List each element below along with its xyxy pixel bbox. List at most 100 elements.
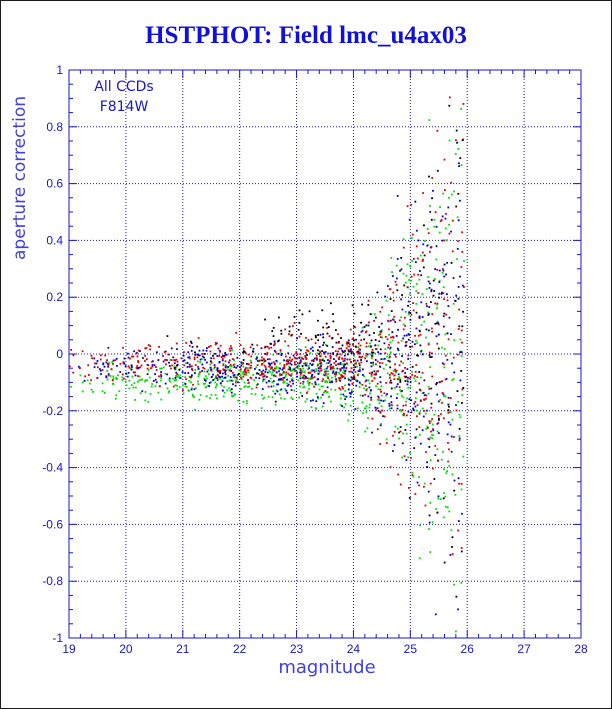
data-point-red <box>313 385 315 388</box>
data-point-green <box>364 407 367 410</box>
data-point-red <box>425 302 428 305</box>
data-point-green <box>455 630 457 633</box>
data-point-green <box>378 399 381 402</box>
data-point-green <box>308 388 311 390</box>
data-point-red <box>333 362 336 364</box>
data-point-black <box>288 325 291 328</box>
data-point-red <box>441 391 444 394</box>
data-point-green <box>402 432 404 435</box>
data-point-blue <box>198 354 201 357</box>
data-point-green <box>425 427 428 430</box>
data-point-blue <box>216 369 219 371</box>
data-point-green <box>109 375 112 377</box>
data-point-green <box>433 413 436 416</box>
data-point-blue <box>320 365 322 367</box>
data-point-blue <box>323 351 325 354</box>
data-point-blue <box>427 329 430 332</box>
data-point-green <box>451 379 454 381</box>
data-point-green <box>245 374 248 376</box>
data-point-green <box>308 384 310 386</box>
data-point-green <box>363 407 366 410</box>
data-point-green <box>159 379 162 382</box>
data-point-green <box>460 164 463 167</box>
data-point-black <box>261 359 264 362</box>
data-point-green <box>132 386 135 389</box>
data-point-blue <box>133 350 136 353</box>
data-point-blue <box>389 346 392 349</box>
data-point-black <box>447 409 450 412</box>
data-point-green <box>460 108 463 110</box>
data-point-red <box>135 366 138 369</box>
data-point-blue <box>457 219 460 222</box>
data-point-black <box>332 320 335 323</box>
data-point-blue <box>201 363 204 366</box>
data-point-green <box>326 391 329 394</box>
data-point-blue <box>335 372 337 374</box>
data-point-blue <box>315 400 318 403</box>
data-point-red <box>291 325 294 327</box>
data-point-blue <box>300 349 302 352</box>
data-point-green <box>399 377 401 380</box>
data-point-green <box>303 386 306 388</box>
data-point-red <box>348 345 351 348</box>
data-point-blue <box>367 324 370 327</box>
data-point-blue <box>252 347 255 350</box>
data-point-blue <box>457 608 459 611</box>
y-tick-label-4: -0.2 <box>42 404 63 418</box>
data-point-red <box>431 176 434 179</box>
data-point-green <box>246 400 248 403</box>
data-point-green <box>269 371 272 374</box>
data-point-red <box>398 319 401 322</box>
data-point-green <box>226 389 229 392</box>
data-point-blue <box>377 395 380 398</box>
data-point-red <box>412 302 414 305</box>
data-point-red <box>183 351 185 354</box>
data-point-red <box>229 345 232 347</box>
data-point-blue <box>198 349 201 352</box>
data-point-red <box>70 348 73 351</box>
data-point-blue <box>437 432 440 435</box>
data-point-green <box>247 385 249 388</box>
data-point-blue <box>191 368 193 370</box>
data-point-red <box>461 231 464 234</box>
data-point-green <box>431 437 434 440</box>
data-point-black <box>318 353 321 355</box>
data-point-red <box>418 426 421 429</box>
data-point-red <box>348 343 351 346</box>
data-point-blue <box>443 275 446 278</box>
data-point-green <box>203 370 206 373</box>
data-point-black <box>277 340 279 343</box>
data-point-red <box>393 315 396 318</box>
data-point-red <box>401 409 404 411</box>
data-point-green <box>232 376 235 379</box>
data-point-red <box>410 313 413 316</box>
data-point-red <box>335 354 338 357</box>
data-point-black <box>332 313 334 316</box>
data-point-red <box>441 380 443 383</box>
data-point-red <box>431 418 434 420</box>
data-point-green <box>405 432 408 435</box>
data-point-black <box>336 353 339 356</box>
data-point-blue <box>286 378 288 381</box>
data-point-red <box>300 360 302 363</box>
data-point-red <box>437 323 440 326</box>
data-point-green <box>149 392 152 395</box>
data-point-red <box>418 484 420 487</box>
data-point-red <box>443 298 445 301</box>
data-point-blue <box>362 374 364 376</box>
data-point-green <box>254 393 257 396</box>
data-point-green <box>385 363 388 366</box>
data-point-black <box>405 375 408 378</box>
data-point-blue <box>182 360 185 362</box>
data-point-green <box>299 391 302 394</box>
data-point-red <box>392 319 395 321</box>
data-point-blue <box>375 373 377 376</box>
data-point-red <box>299 368 302 370</box>
data-point-red <box>399 430 402 433</box>
data-point-red <box>311 377 313 380</box>
data-point-red <box>149 348 151 351</box>
data-point-green <box>298 348 301 351</box>
data-point-green <box>353 374 356 377</box>
data-point-blue <box>296 357 298 360</box>
data-point-blue <box>406 368 409 371</box>
